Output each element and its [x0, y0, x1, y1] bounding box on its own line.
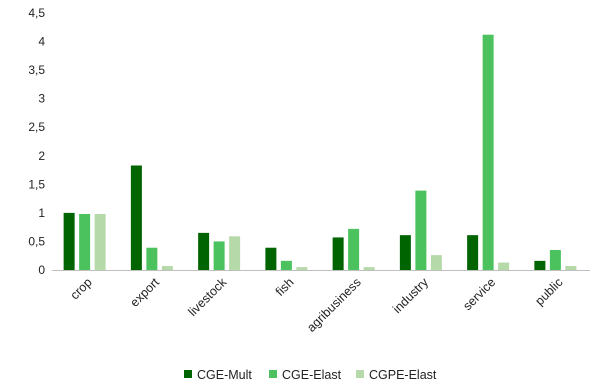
bar-cge-elast-service: [482, 34, 494, 270]
legend-swatch: [356, 370, 364, 378]
x-axis: crop export livestock fish agribusiness indus…: [52, 270, 590, 335]
bar-cgpe-elast-public: [565, 266, 577, 270]
y-tick-label: 2: [38, 149, 45, 163]
legend-label: CGPE-Elast: [369, 368, 437, 382]
legend-label: CGE-Elast: [282, 368, 342, 382]
bar-cge-mult-service: [467, 235, 479, 270]
x-tick-label: agribusiness: [304, 275, 364, 335]
x-tick-label: livestock: [185, 275, 229, 319]
bars: [63, 34, 577, 270]
y-axis: 0 0,5 1 1,5 2 2,5 3 3,5 4 4,5: [28, 6, 45, 277]
y-tick-label: 0,5: [28, 234, 45, 248]
bar-cgpe-elast-fish: [296, 267, 308, 270]
x-tick-label: public: [532, 275, 565, 308]
bar-cgpe-elast-livestock: [229, 236, 241, 270]
y-tick-label: 2,5: [28, 120, 45, 134]
x-tick-label: industry: [390, 275, 431, 316]
bar-cge-mult-agribusiness: [332, 237, 344, 270]
bar-cgpe-elast-export: [161, 266, 173, 270]
y-tick-label: 0: [38, 263, 45, 277]
y-tick-label: 1,5: [28, 177, 45, 191]
y-tick-label: 4,5: [28, 6, 45, 20]
legend-swatch: [184, 370, 192, 378]
bar-cge-mult-livestock: [198, 232, 210, 270]
bar-cge-elast-livestock: [213, 241, 225, 270]
bar-cge-elast-agribusiness: [348, 228, 360, 270]
bar-cgpe-elast-industry: [430, 255, 442, 270]
x-tick-label: crop: [68, 275, 95, 302]
bar-cge-elast-public: [549, 250, 561, 270]
legend: CGE-Mult CGE-Elast CGPE-Elast: [184, 368, 437, 382]
x-tick-label: service: [460, 275, 498, 313]
x-tick-label: fish: [273, 275, 297, 299]
bar-cge-mult-crop: [63, 212, 75, 270]
bar-cge-mult-public: [534, 260, 546, 270]
bar-cge-elast-industry: [415, 190, 427, 270]
bar-cgpe-elast-agribusiness: [363, 267, 375, 270]
legend-swatch: [269, 370, 277, 378]
bar-cgpe-elast-crop: [94, 214, 106, 270]
x-tick-label: export: [128, 275, 163, 310]
bar-cge-mult-export: [130, 165, 142, 270]
bar-cge-mult-fish: [265, 247, 277, 270]
y-tick-label: 3: [38, 92, 45, 106]
bar-cge-elast-crop: [79, 214, 91, 270]
bar-cge-elast-fish: [280, 260, 292, 270]
legend-label: CGE-Mult: [197, 368, 252, 382]
bar-cgpe-elast-service: [498, 262, 510, 270]
bar-cge-elast-export: [146, 247, 158, 270]
y-tick-label: 4: [38, 35, 45, 49]
y-tick-label: 3,5: [28, 63, 45, 77]
y-tick-label: 1: [38, 206, 45, 220]
bar-cge-mult-industry: [399, 235, 411, 270]
